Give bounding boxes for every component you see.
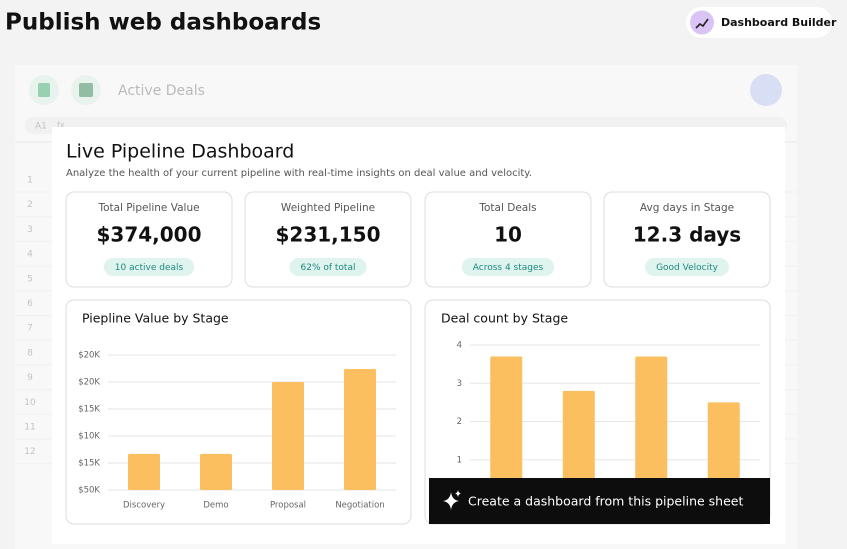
bar — [128, 453, 160, 490]
x-tick-label: Negotiation — [335, 501, 384, 511]
create-dashboard-button[interactable]: Create a dashboard from this pipeline sh… — [429, 478, 770, 524]
kpi-card — [603, 191, 771, 288]
kpi-label: Total Deals — [478, 202, 536, 214]
row-number: 9 — [27, 373, 33, 383]
x-tick-label: Proposal — [270, 501, 306, 511]
row-number: 4 — [27, 250, 33, 260]
bar — [562, 390, 595, 498]
row-number: 2 — [27, 200, 33, 210]
kpi-note: Good Velocity — [656, 263, 719, 273]
page-title: Publish web dashboards — [5, 10, 321, 36]
button-label: Create a dashboard from this pipeline sh… — [468, 494, 743, 509]
formula-label: fx — [57, 121, 65, 130]
row-number: 1 — [27, 176, 33, 186]
bar — [272, 382, 304, 490]
y-tick-label: 1 — [457, 455, 462, 465]
y-tick-label: 3 — [457, 379, 462, 389]
button-bg — [429, 478, 770, 524]
dashboard-subtitle: Analyze the health of your current pipel… — [66, 168, 532, 179]
kpi-value: $374,000 — [96, 223, 201, 247]
bar — [635, 356, 668, 498]
sparkle-icon — [443, 492, 459, 510]
row-number: 3 — [27, 225, 33, 235]
kpi-value: 12.3 days — [633, 223, 741, 247]
x-tick-label: Discovery — [123, 501, 165, 511]
kpi-pill — [645, 258, 729, 276]
sheet-icon-glyph — [38, 83, 50, 97]
row-number: 8 — [27, 348, 33, 358]
kpi-note: 62% of total — [301, 263, 356, 273]
row-number: 6 — [27, 299, 33, 309]
row-number: 10 — [24, 398, 36, 408]
y-tick-label: $20K — [78, 351, 100, 361]
kpi-card — [244, 191, 412, 288]
row-number: 12 — [24, 447, 35, 457]
y-tick-label: 4 — [457, 341, 462, 351]
excel-icon — [71, 75, 101, 105]
cell-ref: A1 — [35, 122, 47, 132]
bar — [490, 356, 523, 498]
avatar — [750, 74, 782, 106]
badge-label: Dashboard Builder — [721, 16, 837, 29]
row-number: 11 — [24, 423, 35, 433]
kpi-note: Across 4 stages — [473, 263, 544, 273]
kpi-label: Total Pipeline Value — [97, 202, 199, 214]
kpi-pill — [289, 258, 367, 276]
badge[interactable]: Dashboard Builder — [686, 7, 837, 38]
y-tick-label: $50K — [78, 486, 100, 496]
kpi-label: Avg days in Stage — [640, 202, 734, 214]
y-tick-label: $15K — [78, 459, 100, 469]
badge-icon — [690, 10, 714, 35]
kpi-value: $231,150 — [275, 223, 380, 247]
row-number: 5 — [27, 274, 33, 284]
y-tick-label: $15K — [78, 405, 100, 415]
kpi-label: Weighted Pipeline — [281, 202, 375, 214]
y-tick-label: $10K — [78, 432, 100, 442]
kpi-pill — [461, 258, 555, 276]
kpi-note: 10 active deals — [115, 263, 184, 273]
bar — [200, 453, 232, 490]
sheet-name: Active Deals — [118, 83, 205, 99]
badge-icon-line — [695, 18, 709, 29]
excel-icon-glyph — [79, 83, 93, 97]
chart-title: Piepline Value by Stage — [82, 311, 229, 326]
bar — [344, 369, 376, 490]
x-tick-label: Demo — [203, 501, 228, 511]
dashboard-title: Live Pipeline Dashboard — [66, 141, 294, 163]
kpi-pill — [103, 258, 195, 276]
row-number: 7 — [27, 324, 33, 334]
chart-title: Deal count by Stage — [441, 311, 568, 326]
y-tick-label: 2 — [457, 417, 462, 427]
kpi-value: 10 — [494, 223, 522, 247]
y-tick-label: $20K — [78, 378, 100, 388]
sparkle-icon — [455, 490, 461, 497]
sheet-icon — [29, 75, 59, 105]
bar — [707, 402, 740, 498]
badge-bg — [686, 7, 832, 38]
